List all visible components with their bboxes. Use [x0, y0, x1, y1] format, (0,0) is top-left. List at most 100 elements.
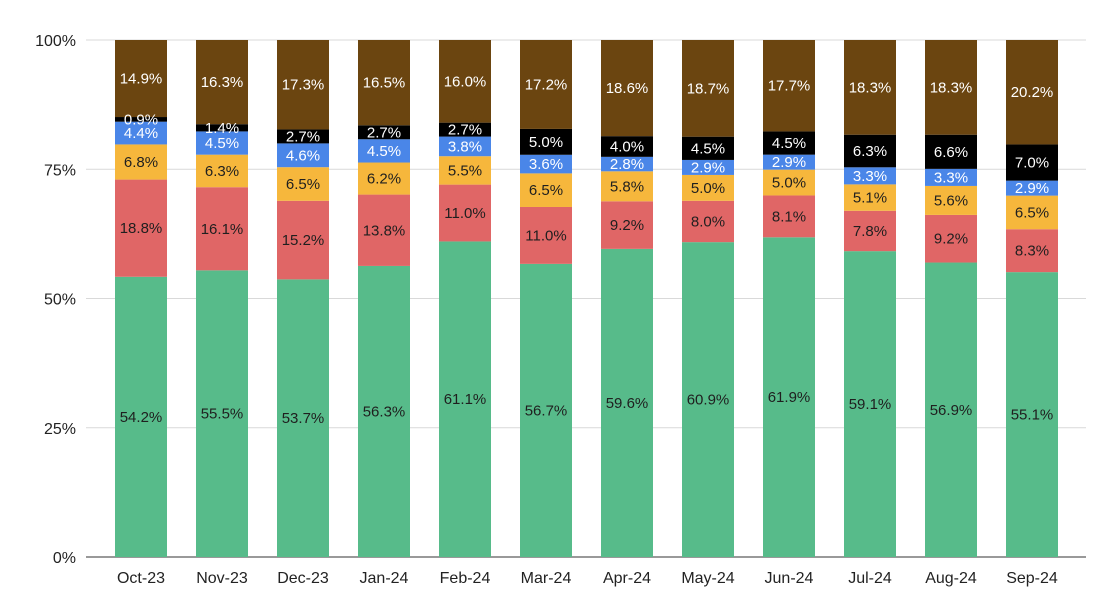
- data-label: 6.6%: [934, 144, 968, 161]
- data-label: 4.6%: [286, 147, 320, 164]
- bar-segment: [115, 144, 167, 180]
- data-label: 16.5%: [363, 75, 406, 92]
- bar-segment: [358, 139, 410, 163]
- bar-segment: [196, 187, 248, 271]
- bar-segment: [1006, 229, 1058, 273]
- bar-segment: [763, 195, 815, 238]
- bar-segment: [277, 200, 329, 280]
- bar-segment: [277, 279, 329, 557]
- bar-segment: [277, 129, 329, 144]
- data-label: 16.3%: [201, 74, 244, 91]
- data-label: 56.7%: [525, 402, 568, 419]
- bar-segment: [358, 40, 410, 126]
- bar-segment: [439, 241, 491, 557]
- data-label: 16.1%: [201, 221, 244, 238]
- data-label: 2.7%: [367, 124, 401, 141]
- data-label: 54.2%: [120, 409, 163, 426]
- bar-segment: [439, 184, 491, 242]
- data-label: 2.9%: [1015, 180, 1049, 197]
- data-label: 8.1%: [772, 208, 806, 225]
- data-label: 6.2%: [367, 171, 401, 188]
- data-label: 17.3%: [282, 77, 325, 94]
- bar-segment: [925, 134, 977, 169]
- bar-segment: [601, 40, 653, 137]
- bar-segment: [115, 276, 167, 557]
- data-label: 11.0%: [525, 227, 566, 244]
- bar-segment: [844, 167, 896, 185]
- data-label: 17.7%: [768, 78, 811, 95]
- x-tick-label: Jan-24: [360, 570, 409, 587]
- bar-segment: [439, 156, 491, 185]
- x-axis: Oct-23 Nov-23 Dec-23 Jan-24 Feb-24 Mar-24 Apr-…: [117, 570, 1058, 587]
- data-label: 5.1%: [853, 190, 887, 207]
- bar-segment: [601, 248, 653, 558]
- x-tick-label: Apr-24: [603, 570, 651, 587]
- data-label: 6.5%: [286, 176, 320, 193]
- bar-segment: [925, 185, 977, 215]
- bar-segment: [601, 136, 653, 157]
- data-label: 5.0%: [529, 134, 563, 151]
- data-label: 2.7%: [286, 128, 320, 145]
- bar-segment: [277, 167, 329, 201]
- bar-segment: [844, 184, 896, 211]
- bar-segment: [925, 262, 977, 557]
- bar-segment: [1006, 144, 1058, 181]
- data-label: 2.8%: [610, 156, 644, 173]
- bar-segment: [520, 206, 572, 264]
- data-label: 6.5%: [529, 182, 563, 199]
- bar-segment: [1006, 272, 1058, 557]
- data-label: 5.0%: [772, 175, 806, 192]
- bar-segment: [358, 162, 410, 195]
- x-tick-label: Aug-24: [925, 570, 977, 587]
- data-label: 17.2%: [525, 76, 568, 93]
- bar-segment: [115, 40, 167, 118]
- bar-segment: [196, 270, 248, 557]
- bar-segment: [196, 124, 248, 132]
- bar-segment: [1006, 180, 1058, 196]
- bar-segment: [115, 121, 167, 145]
- gridlines: [86, 39, 1086, 558]
- bar-segment: [682, 159, 734, 175]
- data-label: 18.3%: [849, 79, 892, 96]
- bar-segment: [925, 214, 977, 263]
- bar-segment: [520, 173, 572, 207]
- data-label: 18.7%: [687, 80, 730, 97]
- data-label: 3.6%: [529, 156, 563, 173]
- bar-segment: [439, 40, 491, 123]
- y-tick-label: 100%: [35, 33, 76, 50]
- bar-segment: [358, 125, 410, 140]
- bar-segment: [682, 136, 734, 160]
- data-label: 11.0%: [444, 205, 485, 222]
- data-label: 56.3%: [363, 403, 406, 420]
- bar-segment: [682, 200, 734, 243]
- data-label: 56.9%: [930, 402, 973, 419]
- data-label: 18.8%: [120, 220, 163, 237]
- data-label: 8.0%: [691, 213, 725, 230]
- bar-segment: [1006, 195, 1058, 230]
- bar-segment: [439, 122, 491, 137]
- bar-segment: [196, 154, 248, 188]
- data-label: 13.8%: [363, 222, 406, 239]
- data-label: 4.5%: [367, 143, 401, 160]
- bar-segment: [763, 131, 815, 155]
- data-label: 4.4%: [124, 125, 158, 142]
- data-label: 59.1%: [849, 396, 892, 413]
- data-label: 18.3%: [930, 79, 973, 96]
- x-tick-label: Sep-24: [1006, 570, 1058, 587]
- data-label: 6.5%: [1015, 204, 1049, 221]
- data-label: 2.9%: [691, 159, 725, 176]
- bar-segment: [196, 131, 248, 155]
- data-label: 7.0%: [1015, 155, 1049, 172]
- y-axis: 0% 25% 50% 75% 100%: [35, 33, 76, 567]
- data-label: 4.5%: [205, 135, 239, 152]
- y-tick-label: 50%: [44, 292, 76, 309]
- data-label: 7.8%: [853, 223, 887, 240]
- data-label: 55.1%: [1011, 407, 1054, 424]
- data-label: 6.8%: [124, 154, 158, 171]
- data-label: 9.2%: [610, 217, 644, 234]
- data-label: 16.0%: [444, 73, 487, 90]
- bar-segment: [925, 40, 977, 135]
- x-tick-label: Mar-24: [521, 570, 572, 587]
- bar-segment: [277, 143, 329, 168]
